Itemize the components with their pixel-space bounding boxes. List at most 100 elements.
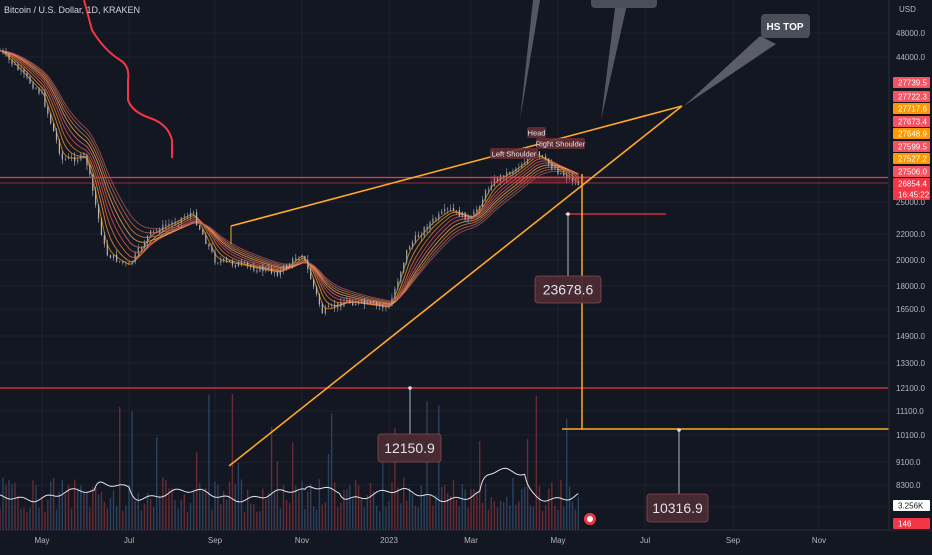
candle-body xyxy=(417,235,419,237)
candle-body xyxy=(106,243,108,256)
candle-body xyxy=(426,227,428,229)
candle-body xyxy=(64,158,66,160)
volume-bar xyxy=(125,505,127,530)
volume-bar xyxy=(131,411,133,530)
candle-body xyxy=(125,262,127,264)
price-tick-label: 18000.0 xyxy=(896,282,925,291)
candle-body xyxy=(360,300,363,302)
volume-bar xyxy=(223,490,225,530)
candle-body xyxy=(461,212,463,217)
volume-bar xyxy=(423,493,425,530)
candle-body xyxy=(506,172,508,179)
price-target-box xyxy=(534,275,602,304)
candle-body xyxy=(77,159,79,162)
candle-body xyxy=(400,271,402,282)
candle-body xyxy=(397,281,399,289)
volume-bar xyxy=(499,500,502,530)
volume-bar xyxy=(452,479,455,530)
volume-bar xyxy=(174,499,176,530)
pattern-label-box xyxy=(527,127,546,138)
candle-body xyxy=(487,189,489,191)
candle-body xyxy=(143,242,146,249)
candle-body xyxy=(571,177,574,182)
volume-bar xyxy=(228,481,231,530)
time-tick-label: Sep xyxy=(726,536,741,545)
price-badge xyxy=(893,116,930,127)
volume-bar xyxy=(379,511,381,530)
candle-body xyxy=(97,204,100,219)
pattern-label-text: Head xyxy=(528,129,546,138)
symbol-title[interactable]: Bitcoin / U.S. Dollar, 1D, KRAKEN xyxy=(4,5,141,15)
candle-body xyxy=(385,306,387,308)
volume-bar xyxy=(279,508,282,530)
volume-bar xyxy=(405,500,408,530)
volume-bar xyxy=(529,505,532,530)
candle-body xyxy=(432,218,434,223)
candle-body xyxy=(2,50,4,53)
price-tick-label: 11100.0 xyxy=(896,407,924,416)
candle-body xyxy=(223,258,225,261)
volume-bar xyxy=(143,503,146,530)
price-tick-label: 16500.0 xyxy=(896,305,925,314)
drawing-tools[interactable] xyxy=(0,0,893,525)
callout-pointer-hs-top xyxy=(684,36,776,106)
volume-bar xyxy=(259,511,261,530)
volume-bar xyxy=(532,506,535,530)
candle-body xyxy=(295,258,297,261)
volume-bar xyxy=(225,499,228,530)
volume-bar xyxy=(32,480,34,530)
volume-bar xyxy=(237,462,240,530)
candle-body xyxy=(32,83,34,89)
candle-body xyxy=(180,217,182,224)
target-leader-dot xyxy=(408,386,412,390)
volume-bar xyxy=(509,505,511,530)
volume-bar xyxy=(411,494,414,530)
candle-body xyxy=(83,154,85,156)
volume-bar xyxy=(20,508,22,530)
candle-body xyxy=(100,218,103,236)
volume-bar xyxy=(400,503,402,530)
candle-body xyxy=(86,155,88,166)
volume-bar xyxy=(94,487,97,530)
volume-bar xyxy=(432,505,434,530)
candle-body xyxy=(44,91,46,107)
volume-bar xyxy=(444,484,446,530)
price-badge-text: 146 xyxy=(898,520,912,529)
candle-body xyxy=(484,190,487,200)
candle-body xyxy=(228,260,231,262)
candle-body xyxy=(240,262,243,264)
candle-body xyxy=(214,251,216,263)
volume-bar xyxy=(295,486,297,530)
volume-bar xyxy=(17,495,19,530)
volume-bar xyxy=(41,498,43,530)
price-axis[interactable]: 48000.0 44000.0 25000.0 22000.0 20000.0 18000… xyxy=(888,0,932,530)
candle-body xyxy=(156,229,158,231)
price-tick-label: 8300.0 xyxy=(896,481,921,490)
candle-body xyxy=(372,302,375,303)
volume-bar xyxy=(337,506,339,530)
volume-bar xyxy=(470,489,472,530)
candle-body xyxy=(11,59,13,65)
candle-body xyxy=(122,261,124,263)
pattern-label-box xyxy=(490,148,538,159)
candle-body xyxy=(243,262,246,264)
candle-body xyxy=(162,224,164,232)
volume-bar xyxy=(282,485,285,530)
volume-bar xyxy=(310,483,312,530)
volume-bar xyxy=(44,511,46,530)
callout-pointer xyxy=(520,0,540,120)
candle-body xyxy=(189,212,192,217)
time-axis[interactable]: May Jul Sep Nov 2023 Mar May Jul Sep Nov xyxy=(0,529,932,550)
volume-bar xyxy=(487,509,490,530)
candle-body xyxy=(482,199,484,207)
time-tick-label: May xyxy=(550,536,565,545)
price-badge xyxy=(893,178,930,189)
volume-bar xyxy=(156,437,158,530)
volume-bar xyxy=(77,488,79,530)
volume-bar xyxy=(61,479,63,530)
volume-bar xyxy=(464,489,466,530)
volume-bar xyxy=(330,413,333,530)
candle-body xyxy=(205,234,207,245)
price-badge-text: 27527.2 xyxy=(898,155,927,164)
